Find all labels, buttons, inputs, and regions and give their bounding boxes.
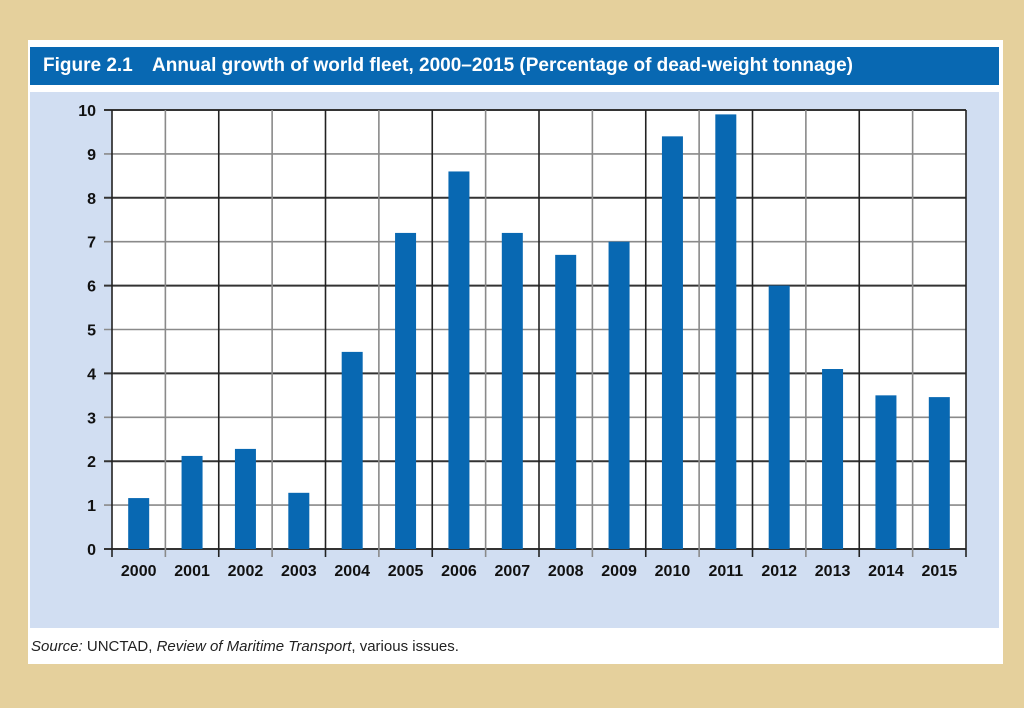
bar-chart: 0 1 2 3 4 5 6 7 8 9 10 2000 2001 2002 2003 2004 2005 2006… [78,103,967,580]
bar-2000 [128,498,150,549]
y-tick-label: 0 [87,542,96,559]
bar-2003 [288,492,310,549]
y-tick-label: 6 [87,279,96,296]
x-tick-label: 2003 [281,563,317,580]
x-tick-label: 2011 [708,563,743,580]
bar-2010 [661,136,683,549]
source-note: Source: UNCTAD, Review of Maritime Trans… [31,638,459,655]
chart-panel: 0 1 2 3 4 5 6 7 8 9 10 2000 2001 2002 2003 2004 2005 2006… [30,92,999,628]
y-tick-label: 3 [87,410,96,427]
x-tick-label: 2006 [441,563,477,580]
bar-2014 [875,395,897,549]
x-tick-label: 2007 [495,563,531,580]
x-tick-label: 2000 [121,563,157,580]
bar-2006 [448,171,470,549]
bar-2012 [768,285,790,549]
x-tick-label: 2001 [174,563,210,580]
y-tick-label: 5 [87,323,96,340]
bar-2013 [822,369,844,549]
bar-2004 [341,351,363,549]
bar-2005 [395,232,417,550]
y-tick-label: 4 [87,366,96,383]
x-tick-label: 2012 [761,563,797,580]
source-publication: Review of Maritime Transport [156,638,352,655]
y-tick-label: 2 [87,454,96,471]
x-tick-label: 2009 [601,563,637,580]
x-tick-label: 2002 [228,563,264,580]
figure-title: Annual growth of world fleet, 2000–2015 … [152,55,854,76]
bar-2015 [928,397,950,549]
bar-2008 [555,254,577,549]
figure-title-bar: Figure 2.1 Annual growth of world fleet,… [30,47,999,85]
x-tick-label: 2005 [388,563,424,580]
x-tick-label: 2004 [334,563,370,580]
bar-2007 [501,232,523,550]
source-org: UNCTAD, [82,638,157,655]
x-tick-label: 2014 [868,563,904,580]
bar-2009 [608,241,630,549]
x-tick-label: 2010 [655,563,691,580]
x-tick-label: 2013 [815,563,851,580]
bar-2001 [181,455,203,549]
x-tick-label: 2008 [548,563,584,580]
figure-number: Figure 2.1 [43,55,133,76]
y-tick-label: 10 [78,103,96,120]
x-tick-label: 2015 [922,563,958,580]
source-prefix: Source: [31,638,83,655]
y-tick-label: 8 [87,191,96,208]
bar-2011 [715,114,737,549]
source-suffix: , various issues. [351,638,459,655]
y-tick-label: 1 [87,498,96,515]
y-tick-label: 9 [87,147,96,164]
bar-2002 [234,448,256,549]
y-tick-label: 7 [87,235,96,252]
